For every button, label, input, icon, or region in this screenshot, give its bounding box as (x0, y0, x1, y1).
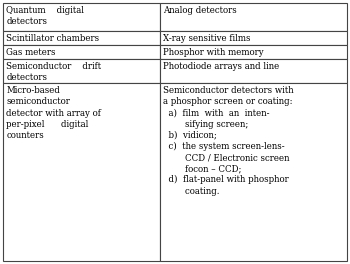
Text: Photodiode arrays and line: Photodiode arrays and line (163, 62, 279, 71)
Bar (3, 3, 160, 31)
Text: X-ray sensitive films: X-ray sensitive films (163, 34, 251, 43)
Text: Gas meters: Gas meters (7, 48, 56, 57)
Text: Analog detectors: Analog detectors (163, 6, 237, 15)
Text: Semiconductor detectors with
a phosphor screen or coating:
  a)  film  with  an : Semiconductor detectors with a phosphor … (163, 86, 294, 196)
Text: Phosphor with memory: Phosphor with memory (163, 48, 264, 57)
Text: Scintillator chambers: Scintillator chambers (7, 34, 100, 43)
Bar (160, 31, 347, 45)
Bar (160, 45, 347, 59)
Text: Quantum    digital
detectors: Quantum digital detectors (7, 6, 84, 26)
Bar (3, 83, 160, 261)
Bar (160, 59, 347, 83)
Bar (3, 59, 160, 83)
Text: Micro-based
semiconductor
detector with array of
per-pixel      digital
counters: Micro-based semiconductor detector with … (7, 86, 101, 140)
Bar (160, 3, 347, 31)
Bar (3, 31, 160, 45)
Bar (160, 83, 347, 261)
Text: Semiconductor    drift
detectors: Semiconductor drift detectors (7, 62, 101, 82)
Bar (3, 45, 160, 59)
